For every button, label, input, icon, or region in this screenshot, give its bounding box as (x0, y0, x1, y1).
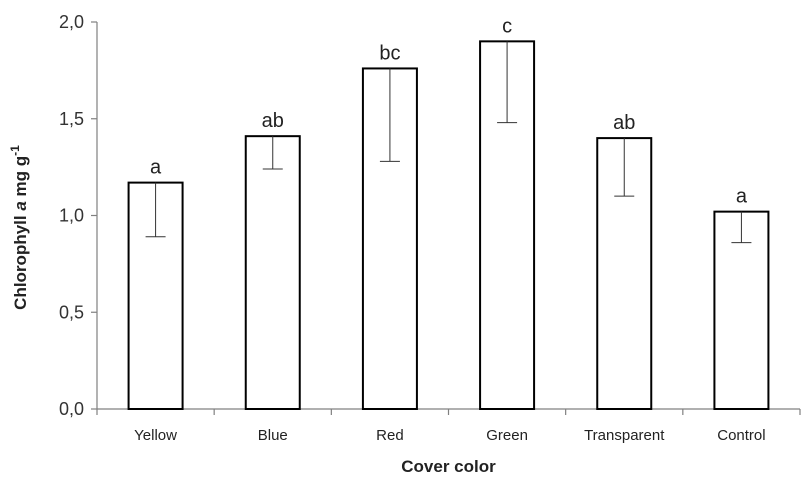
y-axis-title: Chlorophyll a mg g-1 (8, 145, 30, 310)
bar (127, 181, 184, 410)
y-tick-label: 2,0 (59, 12, 84, 32)
category-label: Transparent (584, 427, 665, 444)
category-label: Yellow (134, 427, 177, 444)
bars: a ab bc c ab a (127, 15, 770, 410)
y-axis-title-prefix: Chlorophyll (11, 211, 30, 310)
significance-label: ab (613, 112, 635, 134)
y-ticks: 0,0 0,5 1,0 1,5 2,0 (59, 12, 97, 419)
category-label: Blue (258, 427, 288, 444)
significance-label: ab (262, 110, 284, 132)
category-label: Red (376, 427, 404, 444)
y-axis: 0,0 0,5 1,0 1,5 2,0 (59, 12, 98, 419)
significance-label: c (502, 15, 512, 37)
y-tick-label: 1,5 (59, 109, 84, 129)
category-labels: Yellow Blue Red Green Transparent Control (134, 427, 765, 444)
significance-label: a (150, 157, 162, 179)
x-axis-title: Cover color (401, 457, 496, 476)
y-axis-title-unit: mg g (11, 156, 30, 201)
x-axis (96, 408, 801, 415)
bar (244, 135, 301, 410)
y-axis-title-italic: a (11, 201, 30, 210)
y-tick-label: 1,0 (59, 206, 84, 226)
category-label: Control (717, 427, 765, 444)
x-ticks (96, 409, 801, 415)
significance-label: a (736, 186, 748, 208)
y-axis-title-superscript: -1 (8, 145, 22, 156)
category-label: Green (486, 427, 528, 444)
y-tick-label: 0,0 (59, 399, 84, 419)
y-tick-label: 0,5 (59, 302, 84, 322)
significance-label: bc (379, 42, 400, 64)
